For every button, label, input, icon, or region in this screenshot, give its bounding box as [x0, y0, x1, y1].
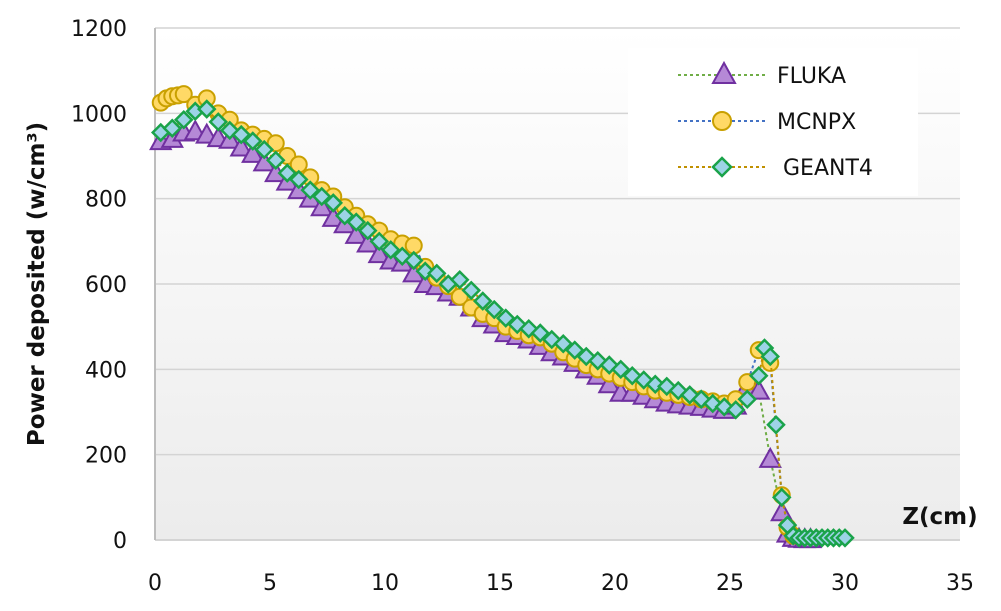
data-point	[495, 308, 516, 328]
data-point	[449, 269, 470, 290]
data-point	[346, 212, 367, 232]
y-axis-title: Power deposited (w/cm³)	[24, 122, 50, 446]
data-point	[725, 400, 746, 420]
data-point	[254, 139, 275, 160]
data-point	[380, 240, 401, 260]
circle-marker-icon	[712, 111, 732, 131]
data-point	[334, 205, 355, 226]
x-tick-label: 0	[148, 571, 162, 596]
data-point	[553, 333, 574, 354]
data-point	[766, 415, 786, 435]
data-point	[288, 169, 309, 190]
series-geant4	[150, 99, 855, 548]
y-tick-label: 1000	[71, 102, 127, 127]
data-point	[530, 323, 551, 343]
legend-label-mcnpx: MCNPX	[777, 110, 856, 135]
data-point	[760, 346, 781, 367]
data-point	[747, 378, 771, 400]
data-point	[758, 446, 782, 468]
y-tick-label: 600	[85, 273, 127, 298]
data-point	[426, 263, 447, 284]
series-layer	[149, 85, 855, 549]
y-tick-label: 400	[85, 358, 127, 383]
data-point	[229, 135, 253, 157]
x-tick-label: 10	[371, 571, 399, 596]
diamond-marker-icon	[711, 156, 733, 178]
data-point	[835, 528, 855, 548]
data-point	[265, 150, 286, 171]
x-tick-label: 20	[601, 571, 629, 596]
x-tick-label: 5	[263, 571, 277, 596]
data-point	[737, 389, 758, 409]
y-tick-label: 1200	[71, 17, 127, 42]
legend: FLUKA MCNPX GEANT4	[628, 48, 918, 196]
data-point	[323, 193, 344, 213]
y-tick-label: 200	[85, 444, 127, 469]
data-point	[748, 365, 769, 386]
data-point	[231, 124, 252, 145]
x-tick-label: 35	[946, 571, 974, 596]
data-point	[162, 118, 183, 139]
y-tick-label: 0	[113, 529, 127, 554]
data-point	[403, 250, 424, 271]
data-point	[242, 131, 263, 151]
data-point	[770, 500, 794, 522]
data-point	[173, 109, 194, 130]
data-point	[300, 180, 321, 200]
x-tick-label: 15	[486, 571, 514, 596]
x-tick-label: 30	[831, 571, 859, 596]
legend-label-geant4: GEANT4	[783, 156, 873, 181]
data-point	[771, 487, 792, 508]
data-point	[277, 163, 298, 183]
data-point	[311, 186, 332, 207]
triangle-marker-icon	[711, 60, 737, 84]
data-point	[369, 231, 390, 252]
legend-label-fluka: FLUKA	[777, 64, 846, 89]
y-axis-ticks: 0 200 400 600 800 1000 1200	[71, 17, 127, 554]
data-point	[208, 112, 229, 132]
data-point	[472, 291, 493, 311]
legend-item-mcnpx[interactable]: MCNPX	[678, 110, 856, 135]
data-point	[610, 359, 631, 380]
x-axis-title: Z(cm)	[902, 504, 977, 530]
data-point	[484, 299, 505, 320]
x-axis-ticks: 0 5 10 15 20 25 30 35	[148, 571, 974, 596]
legend-box	[628, 48, 918, 196]
data-point	[564, 340, 585, 360]
data-point	[196, 99, 217, 119]
x-tick-label: 25	[716, 571, 744, 596]
y-tick-label: 800	[85, 188, 127, 213]
data-point	[461, 280, 482, 301]
data-point	[174, 85, 193, 104]
legend-item-geant4[interactable]: GEANT4	[678, 156, 873, 181]
data-point	[357, 220, 378, 241]
legend-item-fluka[interactable]: FLUKA	[678, 60, 846, 89]
